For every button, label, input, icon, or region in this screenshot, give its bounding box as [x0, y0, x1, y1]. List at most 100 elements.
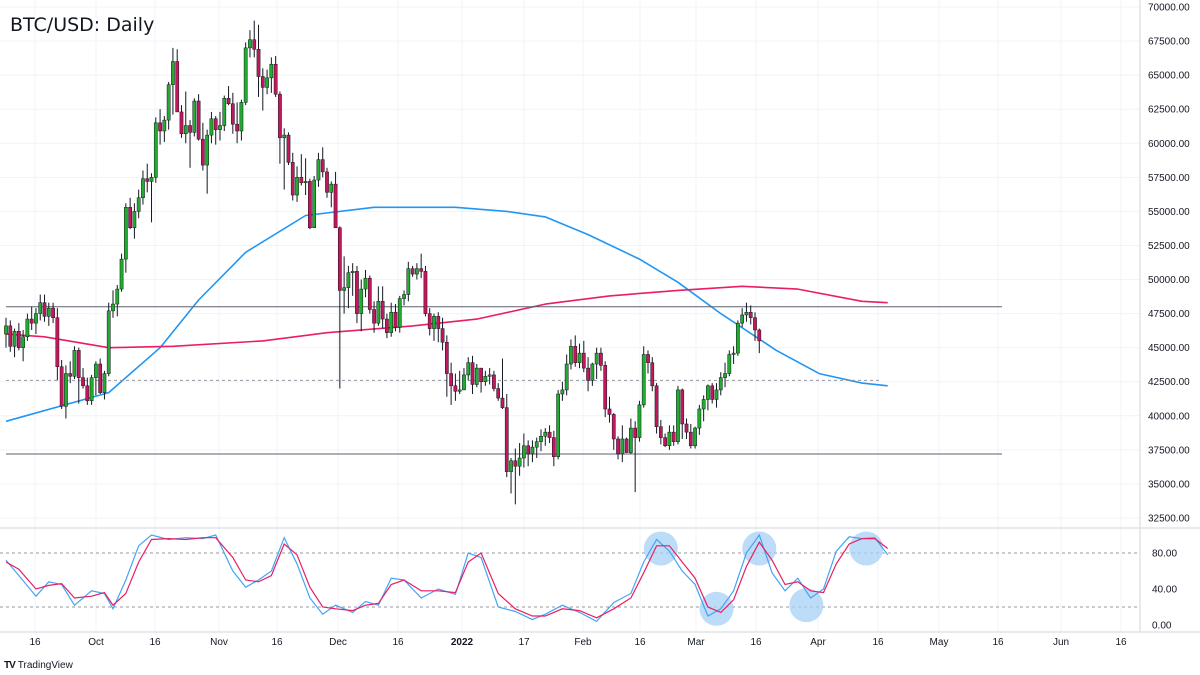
candle-body	[171, 61, 175, 85]
candle-body	[260, 76, 265, 88]
candle-body	[573, 346, 578, 363]
candle-body	[415, 268, 419, 275]
price-tick-label: 57500.00	[1148, 173, 1190, 184]
moving-average-line	[5, 285, 888, 349]
candle-body	[551, 437, 556, 457]
candle-body	[12, 331, 17, 347]
candle-body	[42, 302, 47, 317]
candle-body	[243, 47, 248, 103]
candle-body	[342, 287, 346, 291]
time-tick-label: 16	[750, 637, 762, 648]
brand-name: TradingView	[17, 660, 73, 671]
candle-body	[706, 385, 710, 400]
candle-body	[38, 302, 43, 314]
chart-title: BTC/USD: Daily	[10, 14, 155, 36]
candle-body	[102, 373, 107, 393]
price-tick-label: 32500.00	[1148, 514, 1190, 525]
candle-body	[753, 317, 757, 331]
price-tick-label: 60000.00	[1148, 139, 1190, 150]
candle-body	[68, 373, 73, 377]
candle-body	[290, 162, 295, 196]
candle-body	[710, 385, 715, 400]
time-tick-label: 16	[271, 637, 283, 648]
candle-body	[136, 197, 141, 212]
candle-body	[581, 352, 586, 369]
candle-body	[757, 329, 762, 342]
candle-body	[230, 103, 235, 125]
candle-body	[736, 322, 740, 354]
candle-body	[312, 179, 317, 229]
candle-body	[603, 365, 608, 410]
time-tick-label: Jun	[1053, 637, 1069, 648]
price-tick-label: 47500.00	[1148, 309, 1190, 320]
candle-body	[616, 438, 620, 455]
time-tick-label: Mar	[687, 637, 705, 648]
candle-body	[470, 362, 475, 385]
candle-body	[517, 457, 522, 467]
price-tick-label: 50000.00	[1148, 275, 1190, 286]
candle-body	[397, 298, 402, 328]
time-tick-label: 17	[518, 637, 530, 648]
candle-body	[286, 134, 291, 163]
candle-body	[115, 288, 120, 305]
candle-body	[16, 331, 21, 348]
candle-body	[111, 303, 115, 312]
candle-body	[299, 177, 304, 184]
tradingview-brand[interactable]: TV TradingView	[4, 660, 73, 671]
candle-body	[419, 268, 424, 272]
candle-body	[577, 352, 582, 363]
price-tick-label: 67500.00	[1148, 37, 1190, 48]
candle-body	[175, 61, 180, 113]
candle-body	[325, 171, 329, 193]
candle-body	[278, 93, 282, 139]
moving-average-line	[5, 206, 888, 423]
candle-body	[252, 39, 257, 50]
candle-body	[569, 346, 573, 365]
candle-body	[162, 119, 167, 132]
candle-body	[303, 181, 308, 184]
candle-body	[359, 288, 364, 314]
candle-body	[132, 211, 137, 229]
candle-body	[633, 427, 638, 438]
candle-body	[179, 111, 184, 134]
candle-body	[496, 388, 501, 399]
stochastic-tick-label: 80.00	[1152, 549, 1177, 560]
candle-body	[723, 373, 727, 378]
candle-body	[226, 98, 231, 104]
candle-body	[393, 311, 398, 328]
moving-average-lines	[5, 206, 888, 423]
candle-body	[556, 393, 560, 457]
candle-body	[64, 373, 68, 407]
candle-body	[25, 318, 30, 338]
grid-lines	[0, 0, 1200, 633]
candle-body	[320, 159, 325, 173]
candle-body	[693, 427, 697, 447]
time-tick-label: 16	[29, 637, 41, 648]
candle-body	[594, 352, 599, 365]
candle-body	[389, 311, 394, 333]
candle-body	[333, 183, 338, 229]
candle-body	[29, 318, 34, 324]
candle-body	[629, 427, 633, 453]
candle-body	[222, 98, 227, 126]
candle-body	[492, 374, 496, 389]
candle-body	[402, 294, 406, 299]
candle-body	[483, 376, 488, 382]
candle-body	[256, 48, 261, 77]
price-tick-label: 45000.00	[1148, 343, 1190, 354]
horizontal-levels	[6, 306, 1002, 455]
candle-body	[697, 408, 702, 429]
time-tick-label: May	[930, 637, 949, 648]
candle-body	[89, 377, 94, 402]
candle-body	[436, 316, 441, 329]
time-tick-label: Oct	[88, 637, 104, 648]
candle-body	[564, 363, 569, 391]
time-tick-label: Apr	[810, 637, 826, 648]
candle-body	[479, 367, 483, 382]
candle-body	[4, 325, 8, 335]
candle-body	[8, 325, 13, 347]
stochastic-highlight-circle	[789, 588, 824, 623]
time-tick-label: 16	[1115, 637, 1127, 648]
candle-body	[718, 377, 723, 391]
